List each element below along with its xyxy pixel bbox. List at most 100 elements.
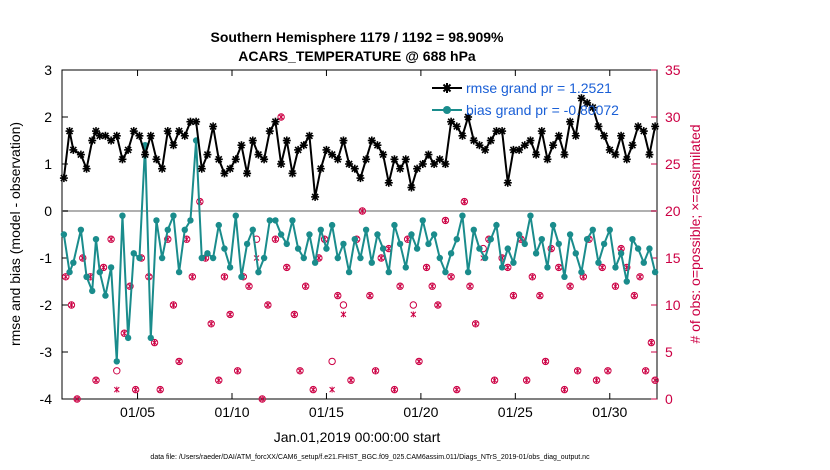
bias-point	[515, 231, 523, 238]
bias-point	[66, 268, 73, 276]
rmse-point	[441, 160, 450, 168]
obs-assimilated-point	[100, 264, 107, 271]
rmse-point	[135, 131, 144, 140]
obs-assimilated-point	[367, 292, 373, 299]
star-stroke	[186, 118, 195, 126]
star-stroke	[492, 127, 501, 135]
left-tick-label: 3	[44, 62, 52, 78]
star-stroke	[560, 151, 569, 159]
star-stroke	[243, 169, 251, 177]
rmse-point	[537, 127, 546, 136]
rmse-point	[605, 145, 614, 154]
rmse-point	[248, 136, 257, 145]
x-axis-label: Jan.01,2019 00:00:00 start	[274, 429, 441, 445]
rmse-point	[322, 145, 331, 154]
star-stroke	[300, 141, 308, 149]
rmse-point	[214, 155, 223, 164]
obs-possible-point	[371, 367, 380, 375]
star-stroke	[543, 155, 552, 163]
obs-assimilated-point	[397, 283, 403, 290]
bias-point	[640, 259, 647, 266]
star-stroke	[555, 132, 563, 140]
obs-possible-point	[509, 291, 518, 300]
x-tick-label: 01/30	[592, 404, 627, 420]
legend-rmse-marker	[442, 83, 452, 93]
obs-assimilated-point	[265, 302, 271, 308]
star-stroke	[96, 132, 104, 140]
bias-point	[198, 254, 205, 262]
bias-point	[70, 259, 77, 266]
obs-possible-point	[541, 357, 550, 366]
star-stroke	[436, 155, 444, 163]
obs-assimilated-point	[283, 264, 290, 271]
obs-assimilated-point	[221, 273, 228, 280]
bias-point	[436, 254, 443, 262]
obs-possible-point	[62, 273, 70, 281]
obs-possible-point	[641, 367, 650, 375]
star-stroke	[481, 146, 489, 154]
bias-point	[549, 221, 557, 229]
rmse-point	[401, 155, 410, 164]
rmse-point	[203, 150, 212, 159]
bias-point	[634, 245, 642, 252]
bias-point	[345, 268, 353, 276]
bias-line	[62, 140, 657, 362]
star-stroke	[130, 127, 138, 135]
bias-point	[555, 240, 562, 248]
star-stroke	[453, 122, 461, 130]
rmse-point	[192, 117, 201, 126]
footnote: data file: /Users/raeder/DAI/ATM_forcXX/…	[150, 454, 590, 461]
obs-assimilated-point	[467, 283, 473, 290]
obs-assimilated-point	[291, 311, 298, 318]
bias-point	[493, 221, 500, 229]
star-stroke	[424, 151, 433, 159]
obs-assimilated-point	[108, 236, 114, 243]
bias-point	[566, 231, 574, 238]
star-stroke	[600, 132, 608, 140]
star-stroke	[65, 127, 74, 135]
rmse-point	[339, 136, 348, 145]
obs-assimilated-point	[278, 114, 284, 120]
obs-possible-point	[604, 367, 612, 375]
rmse-point	[549, 141, 558, 150]
rmse-point	[639, 127, 648, 136]
bias-point	[402, 264, 409, 271]
bias-point	[323, 245, 330, 252]
star-stroke	[305, 132, 314, 140]
rmse-point	[152, 155, 161, 164]
star-stroke	[288, 169, 297, 177]
obs-possible-point	[636, 273, 644, 281]
obs-assimilated-point	[246, 283, 252, 290]
star-stroke	[515, 146, 523, 154]
star-stroke	[589, 104, 597, 112]
star-stroke	[498, 127, 506, 135]
star-stroke	[611, 151, 620, 159]
rmse-point	[622, 155, 631, 164]
bias-point	[130, 250, 137, 257]
obs-assimilated-point	[510, 292, 517, 299]
rmse-point	[260, 155, 269, 164]
rmse-point	[498, 127, 507, 136]
obs-assimilated-point	[372, 367, 379, 374]
legend: rmse grand pr = 1.2521 bias grand pr = -…	[432, 80, 619, 118]
obs-assimilated-point	[631, 292, 638, 299]
obs-assimilated-point	[113, 386, 120, 393]
bias-point	[300, 254, 307, 262]
star-stroke	[419, 160, 427, 168]
obs-assimilated-point	[529, 273, 536, 280]
obs-possible-point	[592, 376, 601, 384]
star-stroke	[572, 132, 580, 140]
bias-point	[204, 250, 211, 257]
bias-point	[430, 231, 438, 238]
star-stroke	[152, 155, 161, 163]
bias-point	[589, 226, 596, 233]
star-stroke	[368, 136, 376, 145]
bias-point	[60, 231, 68, 238]
star-stroke	[339, 136, 348, 145]
star-stroke	[385, 179, 393, 187]
obs-assimilated-point	[599, 264, 606, 271]
star-stroke	[351, 165, 359, 173]
bias-point	[538, 236, 545, 243]
obs-assimilated-point	[612, 283, 619, 290]
